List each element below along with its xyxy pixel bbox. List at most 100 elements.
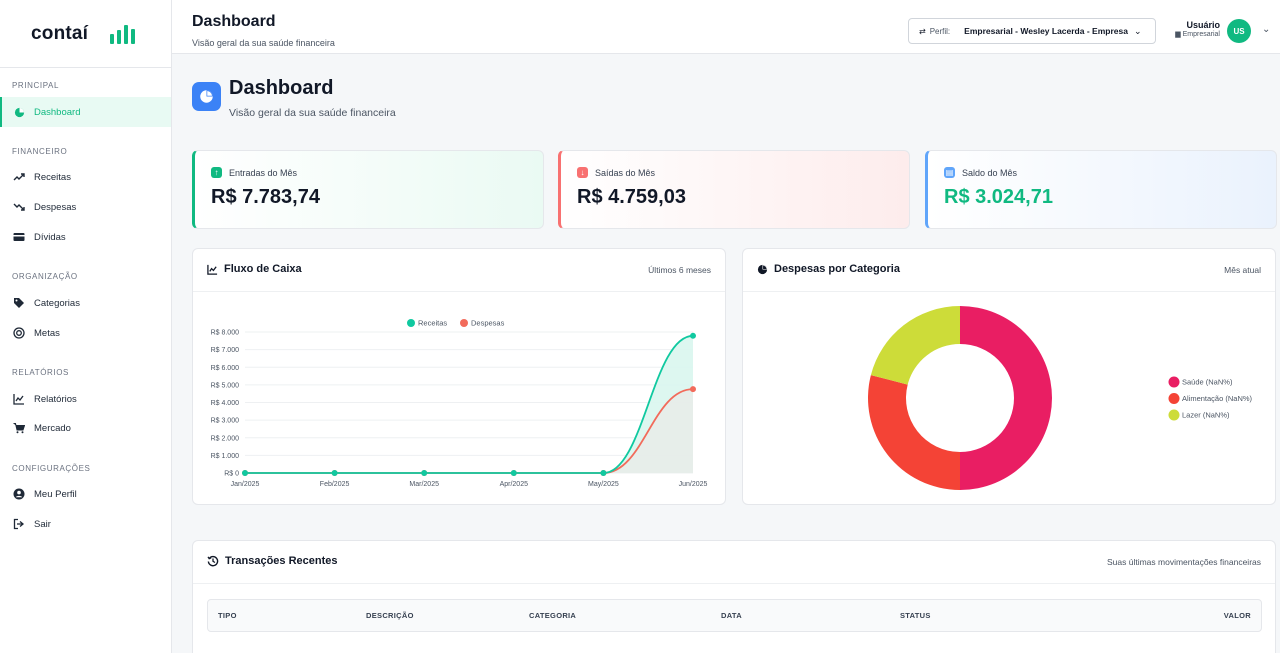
legend-marker (1168, 376, 1180, 388)
user-role-text: Empresarial (1182, 31, 1220, 38)
expense-label: ↓ Saídas do Mês (577, 167, 655, 178)
sidebar-item-mercado[interactable]: Mercado (0, 413, 171, 443)
sidebar: contaí PRINCIPAL Dashboard FINANCEIRO Re… (0, 0, 172, 653)
balance-label-text: Saldo do Mês (962, 167, 1018, 178)
category-card: Despesas por Categoria Mês atual Saúde (… (742, 248, 1276, 505)
profile-value: Empresarial - Wesley Lacerda - Empresa (964, 26, 1128, 36)
user-role: ▆ Empresarial (1168, 30, 1220, 38)
brand-name: contaí (31, 22, 89, 44)
y-tick-label: R$ 7.000 (211, 347, 240, 354)
column-header-descricao[interactable]: DESCRIÇÃO (366, 611, 414, 620)
user-circle-icon (13, 488, 25, 500)
transactions-card-header: Transações Recentes Suas últimas movimen… (193, 541, 1275, 584)
column-header-tipo[interactable]: TIPO (218, 611, 237, 620)
pie-chart-icon (757, 264, 768, 275)
user-info[interactable]: Usuário ▆ Empresarial (1168, 20, 1220, 38)
line-chart-icon (13, 393, 25, 405)
y-tick-label: R$ 6.000 (211, 365, 240, 372)
sidebar-item-label: Categorias (34, 297, 80, 309)
data-point-receitas (600, 470, 607, 476)
expense-label-text: Saídas do Mês (595, 167, 656, 178)
arrow-down-icon: ↓ (577, 167, 588, 178)
x-tick-label: Jun/2025 (679, 481, 708, 488)
trending-down-icon (13, 201, 25, 213)
x-tick-label: Feb/2025 (320, 481, 350, 488)
cashflow-chart: R$ 0 R$ 1.000 R$ 2.000 R$ 3.000 R$ 4.000 R$ 5… (211, 319, 708, 489)
profile-selector[interactable]: ⇄ Perfil: Empresarial - Wesley Lacerda -… (908, 18, 1156, 44)
sidebar-item-metas[interactable]: Metas (0, 318, 171, 348)
income-stat-card: ↑ Entradas do Mês R$ 7.783,74 (192, 150, 544, 229)
category-title: Despesas por Categoria (757, 263, 900, 275)
target-icon (13, 327, 25, 339)
y-tick-label: R$ 5.000 (211, 382, 240, 389)
category-range: Mês atual (1224, 265, 1261, 275)
sidebar-item-meu-perfil[interactable]: Meu Perfil (0, 479, 171, 509)
x-tick-label: Apr/2025 (500, 481, 529, 488)
data-point-receitas (242, 470, 248, 476)
cart-icon (13, 422, 25, 434)
cashflow-title: Fluxo de Caixa (207, 263, 302, 275)
series-area-despesas (245, 389, 693, 473)
column-header-categoria[interactable]: CATEGORIA (529, 611, 577, 620)
category-card-header: Despesas por Categoria Mês atual (743, 249, 1275, 292)
page-subtitle: Visão geral da sua saúde financeira (229, 107, 396, 119)
balance-label: ▤ Saldo do Mês (944, 167, 1017, 178)
sidebar-item-label: Meu Perfil (34, 488, 77, 500)
sidebar-item-dashboard[interactable]: Dashboard (0, 97, 171, 127)
y-tick-label: R$ 0 (224, 471, 239, 478)
sidebar-item-categorias[interactable]: Categorias (0, 288, 171, 318)
chevron-down-icon: ⌄ (1133, 25, 1142, 36)
section-title-financeiro: FINANCEIRO (12, 147, 68, 156)
trending-up-icon (13, 171, 25, 183)
avatar[interactable]: US (1227, 19, 1251, 43)
column-header-data[interactable]: DATA (721, 611, 742, 620)
column-header-valor[interactable]: VALOR (1223, 611, 1251, 620)
dashboard-pie-icon (192, 82, 221, 111)
sidebar-item-label: Dívidas (34, 231, 66, 243)
sidebar-item-dividas[interactable]: Dívidas (0, 222, 171, 252)
building-icon: ▆ (1175, 31, 1181, 38)
sidebar-item-receitas[interactable]: Receitas (0, 162, 171, 192)
bar-chart-logo-icon (110, 24, 136, 44)
donut-slice (870, 306, 960, 385)
brand-logo[interactable]: contaí (0, 0, 171, 68)
y-tick-label: R$ 1.000 (211, 453, 240, 460)
transactions-card: Transações Recentes Suas últimas movimen… (192, 540, 1276, 653)
cashflow-title-text: Fluxo de Caixa (224, 263, 302, 275)
header-title: Dashboard (192, 13, 276, 30)
legend-marker (1168, 393, 1180, 404)
balance-stat-card: ▤ Saldo do Mês R$ 3.024,71 (925, 150, 1277, 229)
arrow-up-icon: ↑ (211, 167, 222, 178)
category-donut-chart: Saúde (NaN%) Alimentação (NaN%) Lazer (NaN… (868, 306, 1253, 490)
section-title-principal: PRINCIPAL (12, 81, 60, 90)
sidebar-item-label: Receitas (34, 171, 71, 183)
credit-card-icon (13, 231, 25, 243)
data-point-receitas (331, 470, 338, 476)
legend-label: Alimentação (NaN%) (1182, 394, 1253, 403)
sidebar-item-despesas[interactable]: Despesas (0, 192, 171, 222)
transactions-title: Transações Recentes (207, 555, 338, 567)
sidebar-item-relatorios[interactable]: Relatórios (0, 384, 171, 414)
expense-stat-card: ↓ Saídas do Mês R$ 4.759,03 (558, 150, 910, 229)
column-header-status[interactable]: STATUS (900, 611, 931, 620)
income-value: R$ 7.783,74 (211, 186, 320, 208)
legend-label: Saúde (NaN%) (1182, 378, 1233, 387)
user-menu-chevron-icon[interactable]: ⌄ (1262, 24, 1271, 35)
cashflow-card: Fluxo de Caixa Últimos 6 meses R$ 0 R$ 1.… (192, 248, 726, 505)
data-point-receitas (690, 332, 696, 339)
category-title-text: Despesas por Categoria (774, 263, 900, 275)
section-title-relatorios: RELATÓRIOS (12, 368, 69, 377)
y-tick-label: R$ 3.000 (211, 418, 240, 425)
legend-label: Receitas (418, 319, 447, 328)
cashflow-range: Últimos 6 meses (648, 265, 711, 275)
y-tick-label: R$ 2.000 (211, 435, 240, 442)
series-line-receitas (245, 334, 694, 474)
header-subtitle: Visão geral da sua saúde financeira (192, 38, 335, 48)
legend-marker (407, 319, 415, 327)
series-area-receitas (245, 335, 693, 473)
sidebar-item-label: Metas (34, 327, 60, 339)
sidebar-item-label: Mercado (34, 422, 71, 434)
y-tick-label: R$ 8.000 (211, 330, 240, 337)
sidebar-item-sair[interactable]: Sair (0, 509, 171, 539)
x-tick-label: May/2025 (588, 481, 619, 488)
